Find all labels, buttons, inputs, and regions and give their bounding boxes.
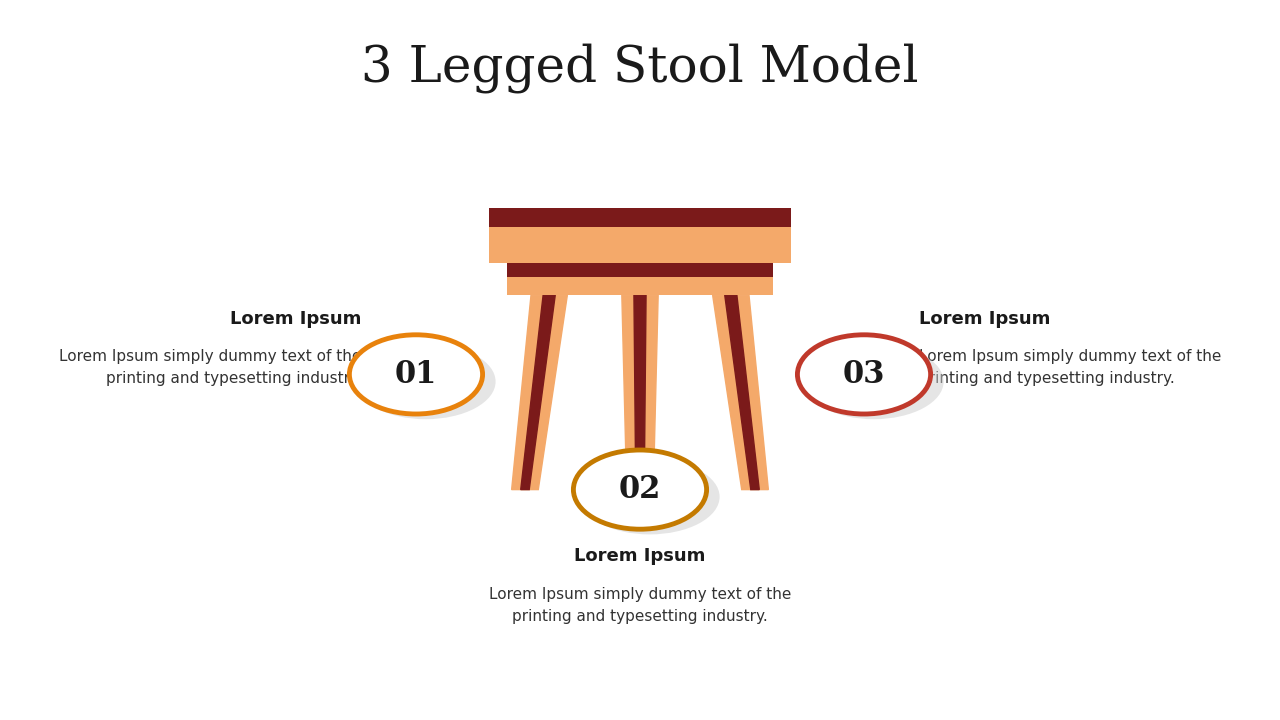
FancyBboxPatch shape	[507, 263, 773, 277]
Text: Lorem Ipsum: Lorem Ipsum	[575, 547, 705, 565]
Text: 01: 01	[394, 359, 436, 390]
FancyBboxPatch shape	[489, 227, 791, 263]
Polygon shape	[724, 295, 759, 490]
Text: Lorem Ipsum: Lorem Ipsum	[919, 310, 1050, 328]
Polygon shape	[622, 295, 658, 490]
Text: Lorem Ipsum simply dummy text of the
printing and typesetting industry.: Lorem Ipsum simply dummy text of the pri…	[489, 587, 791, 624]
Polygon shape	[512, 295, 567, 490]
Polygon shape	[634, 295, 646, 490]
Text: Lorem Ipsum: Lorem Ipsum	[230, 310, 361, 328]
Circle shape	[349, 335, 483, 414]
Circle shape	[797, 335, 931, 414]
Circle shape	[573, 450, 707, 529]
FancyBboxPatch shape	[507, 277, 773, 295]
Ellipse shape	[356, 344, 495, 419]
Text: 02: 02	[618, 474, 662, 505]
FancyBboxPatch shape	[489, 208, 791, 227]
Text: 03: 03	[842, 359, 886, 390]
Text: Lorem Ipsum simply dummy text of the
printing and typesetting industry.: Lorem Ipsum simply dummy text of the pri…	[59, 349, 361, 387]
Polygon shape	[713, 295, 768, 490]
Text: Lorem Ipsum simply dummy text of the
printing and typesetting industry.: Lorem Ipsum simply dummy text of the pri…	[919, 349, 1221, 387]
Polygon shape	[521, 295, 556, 490]
Ellipse shape	[804, 344, 943, 419]
Ellipse shape	[580, 459, 719, 534]
Text: 3 Legged Stool Model: 3 Legged Stool Model	[361, 43, 919, 93]
